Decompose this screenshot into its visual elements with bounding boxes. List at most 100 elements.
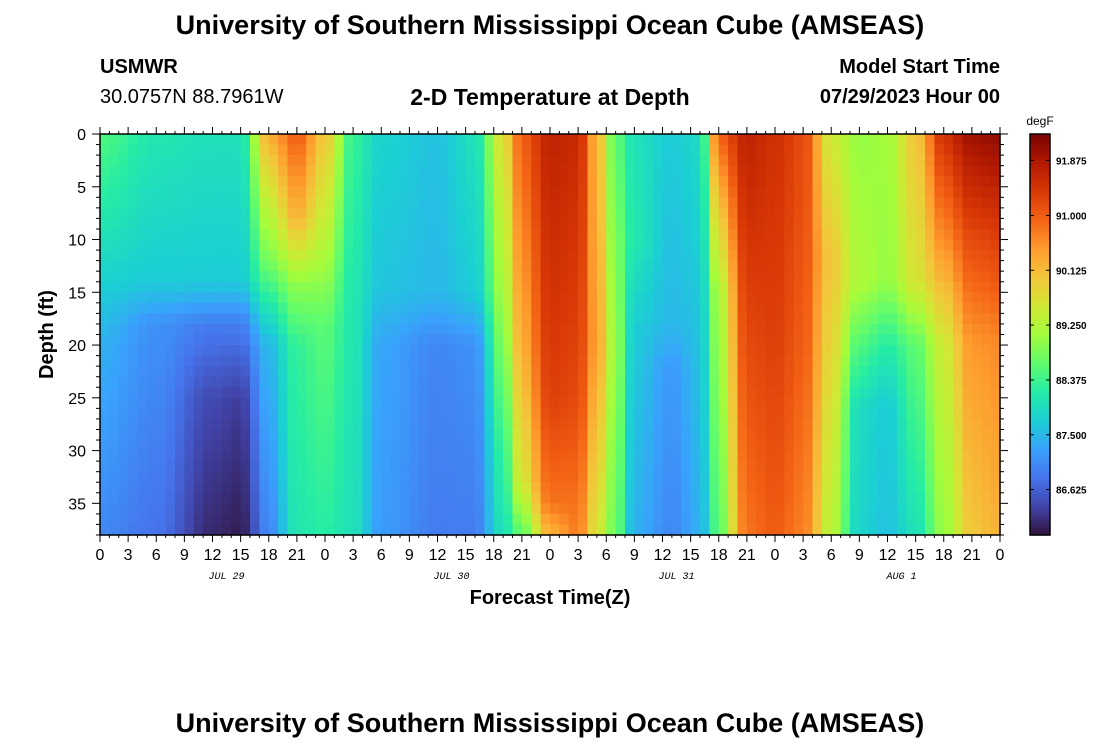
heatmap-cell bbox=[175, 513, 185, 526]
heatmap-cell bbox=[475, 334, 485, 346]
heatmap-cell bbox=[596, 218, 607, 230]
heatmap-cell bbox=[550, 513, 560, 526]
heatmap-cell bbox=[718, 155, 729, 167]
heatmap-cell bbox=[118, 197, 129, 209]
heatmap-cell bbox=[953, 197, 964, 209]
heatmap-cell bbox=[746, 471, 757, 483]
heatmap-cell bbox=[568, 176, 579, 188]
heatmap-cell bbox=[550, 313, 560, 325]
heatmap-cell bbox=[146, 461, 157, 473]
heatmap-cell bbox=[662, 186, 673, 198]
heatmap-cell bbox=[728, 492, 739, 504]
heatmap-cell bbox=[240, 228, 251, 241]
heatmap-cell bbox=[896, 228, 907, 241]
heatmap-cell bbox=[868, 176, 879, 188]
heatmap-cell bbox=[193, 228, 204, 241]
heatmap-cell bbox=[671, 134, 682, 146]
heatmap-cell bbox=[728, 397, 739, 409]
heatmap-cell bbox=[859, 250, 870, 262]
heatmap-cell bbox=[381, 492, 392, 504]
heatmap-cell bbox=[278, 323, 289, 336]
heatmap-cell bbox=[165, 408, 176, 420]
heatmap-cell bbox=[671, 387, 682, 399]
colorbar-cell bbox=[1030, 224, 1050, 229]
heatmap-cell bbox=[775, 492, 785, 504]
colorbar-cell bbox=[1030, 387, 1050, 392]
heatmap-cell bbox=[765, 323, 776, 336]
heatmap-cell bbox=[165, 366, 176, 378]
heatmap-cell bbox=[409, 228, 420, 241]
x-tick-label: 15 bbox=[232, 547, 250, 564]
heatmap-cell bbox=[428, 323, 439, 336]
heatmap-cell bbox=[109, 186, 120, 198]
heatmap-cell bbox=[278, 218, 289, 230]
heatmap-cell bbox=[700, 429, 710, 441]
heatmap-cell bbox=[906, 271, 917, 283]
heatmap-cell bbox=[146, 345, 157, 357]
heatmap-cell bbox=[728, 450, 739, 462]
heatmap-cell bbox=[925, 418, 935, 431]
heatmap-cell bbox=[381, 186, 392, 198]
heatmap-cell bbox=[587, 408, 598, 420]
heatmap-cell bbox=[118, 408, 129, 420]
heatmap-cell bbox=[850, 524, 860, 536]
heatmap-cell bbox=[250, 260, 260, 272]
heatmap-cell bbox=[587, 176, 598, 188]
heatmap-cell bbox=[287, 334, 298, 346]
heatmap-cell bbox=[287, 366, 298, 378]
heatmap-cell bbox=[578, 250, 589, 262]
heatmap-cell bbox=[296, 503, 307, 515]
heatmap-cell bbox=[521, 155, 532, 167]
heatmap-cell bbox=[971, 334, 982, 346]
heatmap-cell bbox=[662, 134, 673, 146]
heatmap-cell bbox=[578, 134, 589, 146]
heatmap-cell bbox=[175, 408, 185, 420]
heatmap-cell bbox=[662, 418, 673, 431]
colorbar-cell bbox=[1030, 478, 1050, 483]
heatmap-cell bbox=[475, 418, 485, 431]
heatmap-cell bbox=[681, 450, 692, 462]
heatmap-cell bbox=[409, 155, 420, 167]
y-tick-label: 10 bbox=[68, 233, 86, 250]
heatmap-cell bbox=[137, 408, 148, 420]
heatmap-cell bbox=[943, 334, 954, 346]
heatmap-cell bbox=[409, 239, 420, 251]
heatmap-cell bbox=[250, 250, 260, 262]
heatmap-cell bbox=[746, 165, 757, 177]
heatmap-cell bbox=[343, 450, 354, 462]
heatmap-cell bbox=[934, 429, 945, 441]
heatmap-cell bbox=[184, 376, 195, 388]
heatmap-cell bbox=[746, 524, 757, 536]
heatmap-cell bbox=[868, 387, 879, 399]
colorbar-cell bbox=[1030, 357, 1050, 362]
heatmap-cell bbox=[700, 461, 710, 473]
heatmap-cell bbox=[315, 197, 326, 209]
heatmap-cell bbox=[503, 461, 514, 473]
heatmap-cell bbox=[306, 260, 317, 272]
heatmap-cell bbox=[146, 366, 157, 378]
heatmap-cell bbox=[484, 418, 495, 431]
heatmap-cell bbox=[484, 376, 495, 388]
heatmap-cell bbox=[428, 513, 439, 526]
heatmap-cell bbox=[821, 482, 832, 494]
heatmap-cell bbox=[475, 323, 485, 336]
heatmap-cell bbox=[803, 492, 814, 504]
heatmap-cell bbox=[221, 334, 232, 346]
heatmap-cell bbox=[362, 440, 373, 452]
heatmap-cell bbox=[962, 513, 973, 526]
heatmap-cell bbox=[971, 482, 982, 494]
heatmap-cell bbox=[259, 260, 270, 272]
heatmap-cell bbox=[962, 397, 973, 409]
heatmap-cell bbox=[371, 429, 382, 441]
heatmap-cell bbox=[812, 186, 823, 198]
heatmap-cell bbox=[709, 376, 720, 388]
heatmap-cell bbox=[765, 397, 776, 409]
heatmap-cell bbox=[559, 461, 570, 473]
heatmap-cell bbox=[821, 323, 832, 336]
heatmap-cell bbox=[868, 408, 879, 420]
heatmap-cell bbox=[568, 503, 579, 515]
heatmap-cell bbox=[662, 492, 673, 504]
heatmap-cell bbox=[550, 492, 560, 504]
heatmap-cell bbox=[193, 376, 204, 388]
heatmap-cell bbox=[821, 334, 832, 346]
